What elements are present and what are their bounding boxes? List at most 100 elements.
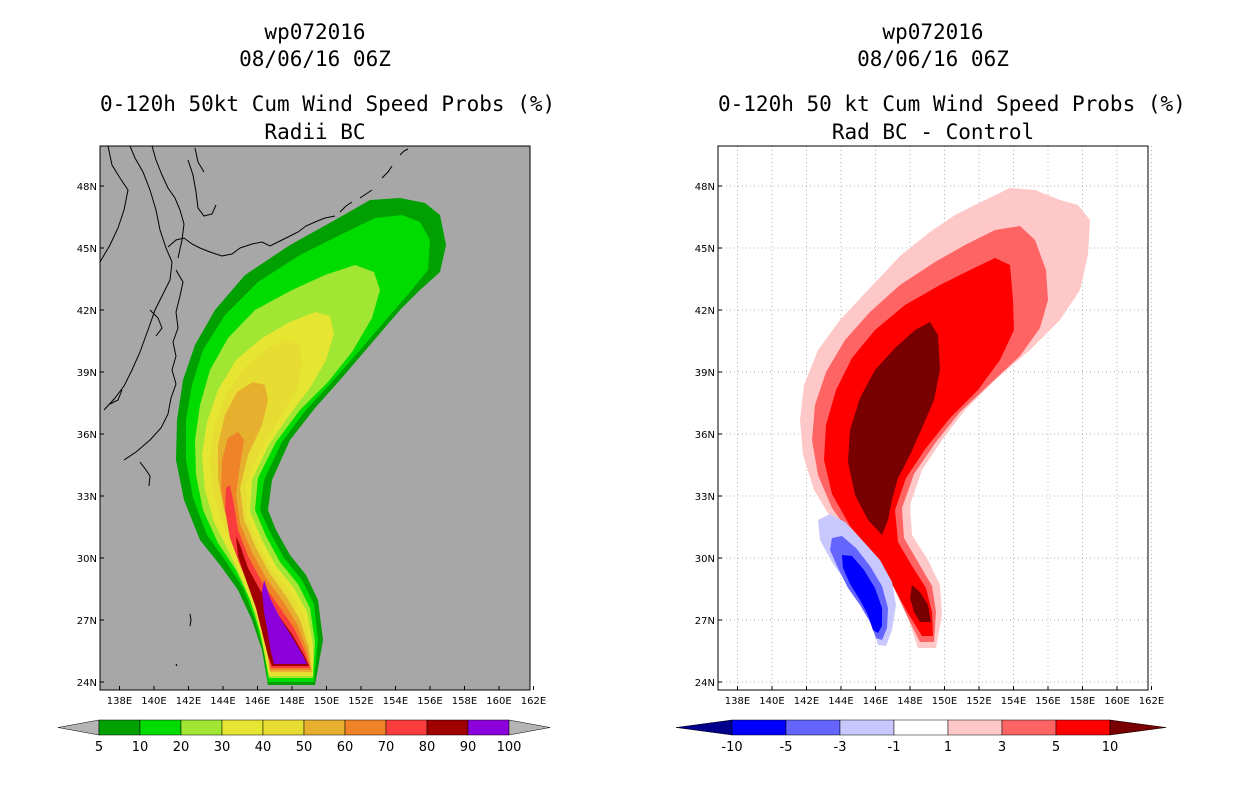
right-colorbar-swatch [1055, 719, 1111, 736]
x-tick-label: 142E [794, 696, 819, 707]
y-tick-label: 48N [77, 182, 97, 193]
left-colorbar-label: 10 [132, 740, 149, 755]
left-colorbar-swatch [98, 719, 141, 736]
left-colorbar-label: 80 [419, 740, 436, 755]
right-colorbar-swatch [947, 719, 1003, 736]
y-tick-label: 45N [695, 244, 715, 255]
right-colorbar-label: -3 [834, 740, 847, 755]
right-colorbar-label: 3 [998, 740, 1006, 755]
y-tick-label: 39N [77, 368, 97, 379]
x-tick-label: 154E [1001, 696, 1026, 707]
right-colorbar-label: -5 [780, 740, 793, 755]
y-tick-label: 30N [695, 554, 715, 565]
left-colorbar-label: 40 [255, 740, 272, 755]
right-title-date: 08/06/16 06Z [857, 47, 1009, 71]
right-colorbar-label: 5 [1052, 740, 1060, 755]
left-colorbar-arrow-low [57, 719, 100, 736]
prob-contour-80 [236, 536, 309, 666]
left-colorbar-swatch [180, 719, 223, 736]
y-tick-label: 39N [695, 368, 715, 379]
x-tick-label: 150E [314, 696, 339, 707]
right-colorbar-swatch [893, 719, 949, 736]
x-tick-label: 148E [897, 696, 922, 707]
diff-contour-pos-5 [824, 258, 1014, 636]
y-tick-label: 33N [77, 492, 97, 503]
x-tick-label: 156E [1035, 696, 1060, 707]
right-colorbar-swatch [731, 719, 787, 736]
left-colorbar-label: 60 [337, 740, 354, 755]
left-colorbar-label: 70 [378, 740, 395, 755]
right-axis-ticks: 138E 140E 142E 144E 146E 148E 150E 152E 154E 156E… [695, 182, 1164, 707]
left-colorbar-label: 5 [95, 740, 103, 755]
y-tick-label: 42N [77, 306, 97, 317]
diff-contour-pos-10 [910, 585, 931, 622]
x-tick-label: 152E [348, 696, 373, 707]
y-tick-label: 24N [695, 678, 715, 689]
right-colorbar-swatch [1001, 719, 1057, 736]
x-tick-label: 158E [1070, 696, 1095, 707]
y-tick-label: 24N [77, 678, 97, 689]
right-difference-contours [800, 188, 1090, 648]
x-tick-label: 144E [210, 696, 235, 707]
y-tick-label: 36N [77, 430, 97, 441]
x-tick-label: 144E [828, 696, 853, 707]
y-tick-label: 33N [695, 492, 715, 503]
x-tick-label: 152E [966, 696, 991, 707]
y-tick-label: 45N [77, 244, 97, 255]
x-tick-label: 146E [245, 696, 270, 707]
left-colorbar-swatch [344, 719, 387, 736]
left-colorbar-arrow-high [508, 719, 551, 736]
right-title-subtitle: Rad BC - Control [831, 120, 1035, 144]
left-colorbar-label: 90 [460, 740, 477, 755]
left-map-frame [99, 145, 531, 691]
left-axis-ticks: 138E 140E 142E 144E 146E 148E 150E 152E 154E 156E… [77, 182, 546, 707]
x-tick-label: 142E [176, 696, 201, 707]
left-colorbar-swatch [467, 719, 510, 736]
y-tick-label: 48N [695, 182, 715, 193]
x-tick-label: 138E [107, 696, 132, 707]
left-title-date: 08/06/16 06Z [239, 47, 391, 71]
right-colorbar-label: -1 [888, 740, 901, 755]
right-title-storm: wp072016 [882, 20, 984, 44]
right-colorbar-arrow-low [675, 719, 733, 736]
right-colorbar-label: 1 [944, 740, 952, 755]
right-colorbar-swatch [785, 719, 841, 736]
y-tick-label: 36N [695, 430, 715, 441]
x-tick-label: 156E [417, 696, 442, 707]
left-colorbar-label: 50 [296, 740, 313, 755]
left-colorbar-swatch [303, 719, 346, 736]
left-colorbar-swatch [385, 719, 428, 736]
x-tick-label: 146E [863, 696, 888, 707]
left-title-subtitle: Radii BC [264, 120, 366, 144]
y-tick-label: 30N [77, 554, 97, 565]
left-colorbar-swatch [262, 719, 305, 736]
left-colorbar-label: 100 [497, 740, 522, 755]
y-tick-label: 27N [77, 616, 97, 627]
x-tick-label: 140E [759, 696, 784, 707]
x-tick-label: 158E [452, 696, 477, 707]
y-tick-label: 42N [695, 306, 715, 317]
x-tick-label: 150E [932, 696, 957, 707]
left-title-product: 0-120h 50kt Cum Wind Speed Probs (%) [100, 92, 556, 116]
left-colorbar-label: 20 [173, 740, 190, 755]
x-tick-label: 154E [383, 696, 408, 707]
right-map-frame [717, 145, 1149, 691]
x-tick-label: 160E [486, 696, 511, 707]
diff-contour-neg-5 [842, 555, 882, 633]
x-tick-label: 160E [1104, 696, 1129, 707]
x-tick-label: 140E [141, 696, 166, 707]
left-colorbar-swatch [426, 719, 469, 736]
prob-contour-90 [262, 580, 307, 664]
prob-contour-60 [221, 432, 311, 670]
x-tick-label: 138E [725, 696, 750, 707]
left-colorbar: 5 10 20 30 40 50 60 70 80 90 100 [57, 719, 551, 755]
right-title-product: 0-120h 50 kt Cum Wind Speed Probs (%) [718, 92, 1186, 116]
right-colorbar-label: 10 [1102, 740, 1119, 755]
left-probability-contours [176, 198, 446, 685]
x-tick-label: 162E [1139, 696, 1164, 707]
prob-contour-70 [225, 485, 310, 668]
right-colorbar-swatch [839, 719, 895, 736]
